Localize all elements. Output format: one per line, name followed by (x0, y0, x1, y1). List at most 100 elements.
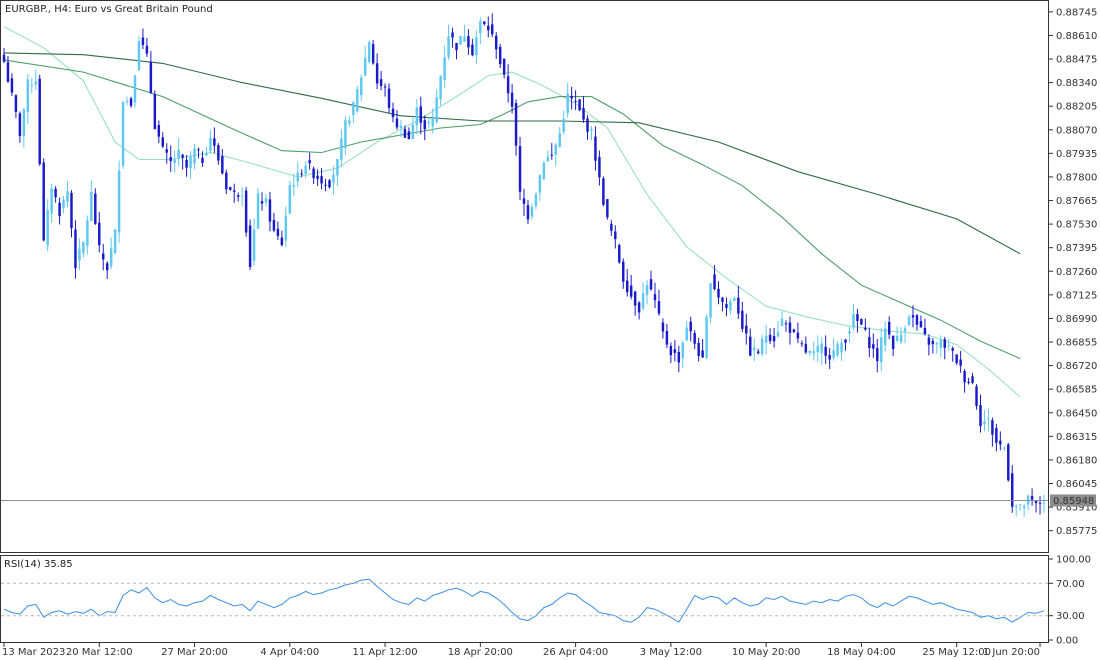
candle-body (864, 327, 867, 330)
candle-body (197, 149, 200, 151)
candle-body (705, 316, 708, 358)
candle-body (665, 330, 669, 345)
price-axis: 0.88745 0.88610 0.88475 0.88340 0.88205 0.880… (1049, 7, 1097, 537)
candle-body (653, 294, 657, 301)
rsi-axis: 100.00 70.00 30.00 0.00 (1, 555, 1091, 647)
candle-body (514, 103, 518, 146)
candle-body (991, 420, 994, 435)
candle-body (491, 24, 494, 35)
candle-body (252, 229, 256, 261)
price-candles (2, 13, 1046, 517)
candle-body (141, 37, 145, 45)
candle-body (971, 376, 974, 383)
candle-body (387, 88, 391, 108)
rsi-tick-label: 30.00 (1056, 611, 1085, 622)
candle-body (447, 36, 450, 57)
candle-body (836, 343, 839, 356)
candle-body (407, 131, 411, 140)
candle-body (288, 185, 292, 214)
candle-body (852, 314, 855, 328)
candle-body (487, 25, 490, 31)
candle-body (891, 335, 895, 349)
candle-body (907, 316, 911, 326)
candle-body (725, 304, 728, 309)
candle-body (419, 106, 423, 123)
candle-body (506, 76, 510, 94)
candle-body (685, 327, 688, 341)
candle-body (431, 117, 434, 127)
candle-body (494, 35, 498, 50)
candle-body (784, 323, 788, 325)
candle-body (649, 279, 653, 290)
price-tick-label: 0.87125 (1056, 290, 1097, 301)
candle-body (582, 108, 585, 120)
candle-body (352, 102, 355, 115)
candle-body (947, 345, 950, 347)
candle-body (812, 351, 816, 354)
time-tick-label: 25 May 12:00 (922, 647, 991, 658)
candle-body (788, 322, 792, 333)
candle-body (320, 176, 323, 184)
candle-body (90, 191, 93, 221)
candle-body (296, 172, 299, 182)
candle-body (169, 157, 172, 162)
candle-body (820, 343, 823, 354)
candle-body (217, 145, 220, 161)
candle-body (943, 339, 946, 348)
candle-body (844, 339, 847, 343)
candle-body (498, 46, 502, 65)
candle-body (558, 132, 561, 147)
price-tick-label: 0.85775 (1056, 526, 1097, 537)
candle-body (717, 288, 720, 298)
candle-body (578, 99, 581, 111)
candle-body (411, 124, 415, 140)
candle-body (201, 157, 204, 163)
candle-body (669, 346, 673, 356)
candle-body (86, 220, 89, 246)
candle-body (737, 297, 740, 314)
rsi-line (3, 578, 1045, 623)
candle-body (538, 175, 542, 193)
candle-body (133, 75, 137, 103)
candle-body (348, 120, 351, 124)
price-tick-label: 0.86585 (1056, 385, 1097, 396)
time-tick-label: 4 Apr 04:00 (260, 647, 319, 658)
time-axis: 13 Mar 2023 20 Mar 12:00 27 Mar 20:00 4 Apr… (2, 643, 1041, 658)
time-tick-label: 18 Apr 20:00 (448, 647, 513, 658)
candle-body (268, 199, 272, 222)
moving-average-line-slow (3, 52, 1021, 255)
candle-body (475, 37, 478, 56)
candle-body (109, 248, 113, 267)
candle-body (645, 285, 649, 295)
candle-body (46, 210, 49, 246)
candle-body (586, 118, 589, 132)
rsi-tick-label: 0.00 (1056, 636, 1078, 647)
candle-body (546, 156, 550, 161)
candle-body (229, 187, 232, 190)
candle-body (594, 136, 597, 161)
price-tick-label: 0.88340 (1056, 78, 1097, 89)
candle-body (260, 201, 264, 204)
candle-body (673, 349, 677, 353)
candle-body (26, 79, 30, 113)
candle-body (931, 340, 935, 345)
candle-body (308, 160, 311, 164)
candle-body (880, 337, 883, 363)
candle-body (756, 351, 760, 354)
candle-body (915, 315, 919, 325)
candle-body (463, 37, 466, 42)
candle-body (145, 45, 149, 54)
candle-body (554, 144, 557, 155)
price-tick-label: 0.86990 (1056, 314, 1097, 325)
main-panel-frame (0, 0, 1049, 553)
candle-body (483, 21, 486, 25)
candle-body (752, 347, 756, 351)
price-tick-label: 0.87935 (1056, 149, 1097, 160)
price-tick-label: 0.86045 (1056, 479, 1097, 490)
price-tick-label: 0.88070 (1056, 125, 1097, 136)
candle-body (860, 318, 863, 325)
rsi-indicator (3, 578, 1045, 623)
candle-body (292, 185, 296, 187)
price-tick-label: 0.87665 (1056, 196, 1097, 207)
